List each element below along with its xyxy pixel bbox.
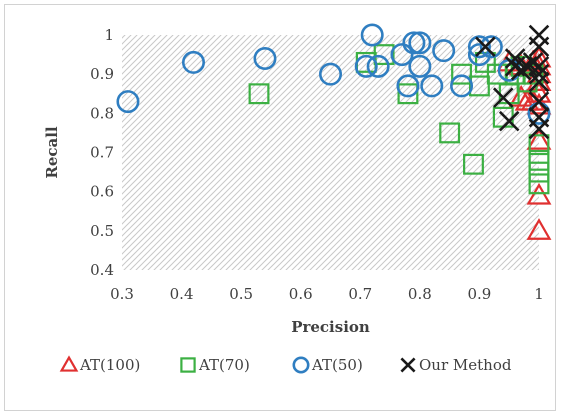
x-tick-label: 0.9	[467, 285, 491, 303]
data-point	[498, 110, 520, 132]
legend-label: AT(70)	[198, 356, 250, 374]
legend: AT(100) AT(70) AT(50) Our Method	[59, 355, 512, 374]
data-point	[475, 36, 496, 58]
data-point	[504, 48, 526, 69]
data-point	[528, 161, 550, 183]
data-point	[492, 87, 514, 108]
data-point	[528, 56, 550, 77]
data-point	[474, 51, 496, 73]
data-point	[526, 218, 552, 240]
legend-item: AT(100)	[59, 355, 140, 374]
data-point	[528, 63, 550, 85]
data-point	[508, 84, 534, 107]
data-point	[528, 71, 550, 93]
data-point	[468, 75, 490, 97]
data-point	[528, 91, 550, 112]
data-point	[360, 23, 384, 47]
legend-item: AT(70)	[180, 356, 250, 374]
y-tick-label: 0.7	[90, 144, 114, 162]
x-tick-label: 0.4	[170, 285, 194, 303]
data-point	[354, 54, 378, 78]
data-point	[463, 153, 484, 175]
y-axis-title: Recall	[43, 126, 61, 179]
legend-label: Our Method	[419, 356, 512, 374]
x-axis-title: Precision	[291, 318, 370, 336]
data-point	[439, 122, 461, 144]
data-point	[528, 118, 550, 140]
x-axis-ticks: 0.3 0.4 0.5 0.6 0.7 0.8 0.9 1	[110, 285, 544, 303]
data-point	[528, 36, 550, 58]
y-tick-label: 0.6	[90, 183, 114, 201]
data-point	[181, 50, 205, 74]
legend-label: AT(100)	[79, 356, 140, 374]
data-point	[402, 31, 426, 55]
chart-frame: 0.3 0.4 0.5 0.6 0.7 0.8 0.9 1 0.4 0.5 0.6 0.7 0.8 0.…	[4, 4, 556, 411]
legend-marker	[59, 355, 79, 372]
x-tick-label: 0.6	[289, 285, 313, 303]
data-point	[528, 173, 550, 195]
data-point	[390, 43, 414, 67]
y-tick-label: 0.4	[90, 261, 114, 279]
data-point	[397, 83, 419, 105]
data-point	[408, 31, 432, 55]
x-tick-label: 0.7	[348, 285, 372, 303]
data-point	[248, 83, 270, 105]
y-tick-label: 1	[104, 26, 114, 44]
data-point	[116, 90, 140, 114]
data-point	[528, 149, 550, 171]
legend-marker	[400, 357, 416, 373]
x-tick-label: 1	[534, 285, 544, 303]
scatter-chart: 0.3 0.4 0.5 0.6 0.7 0.8 0.9 1 0.40.50.60.70.80.…	[43, 23, 552, 374]
y-tick-label: 0.8	[90, 104, 114, 122]
data-point	[420, 74, 444, 98]
series-our-method	[475, 24, 550, 140]
data-point	[253, 46, 277, 70]
data-point	[520, 49, 546, 72]
x-tick-label: 0.3	[110, 285, 134, 303]
legend-marker	[180, 357, 196, 373]
series-at-50-	[116, 23, 551, 125]
y-tick-label: 0.9	[90, 65, 114, 83]
data-point	[479, 35, 503, 59]
plot-area	[122, 35, 539, 270]
data-point	[451, 63, 473, 85]
data-point	[516, 71, 538, 93]
data-point	[373, 44, 395, 66]
legend-marker	[292, 356, 310, 374]
data-point	[528, 134, 550, 156]
y-axis-ticks: 0.4 0.5 0.6 0.7 0.8 0.9 1	[90, 26, 114, 279]
legend-item: Our Method	[400, 356, 512, 374]
data-point	[366, 54, 390, 78]
data-point	[450, 74, 474, 98]
legend-item: AT(50)	[292, 356, 363, 374]
data-point	[408, 54, 432, 78]
data-point	[522, 52, 544, 73]
data-markers	[116, 23, 552, 240]
data-point	[318, 62, 342, 86]
data-point	[467, 43, 491, 67]
y-tick-label: 0.5	[90, 222, 114, 240]
data-point	[467, 35, 491, 59]
x-tick-label: 0.5	[229, 285, 253, 303]
data-point	[526, 127, 552, 150]
plot-background	[122, 35, 539, 270]
data-point	[514, 88, 540, 111]
x-tick-label: 0.8	[408, 285, 432, 303]
data-point	[432, 39, 456, 63]
legend-label: AT(50)	[311, 356, 363, 374]
data-point	[396, 74, 420, 98]
data-point	[510, 59, 532, 81]
